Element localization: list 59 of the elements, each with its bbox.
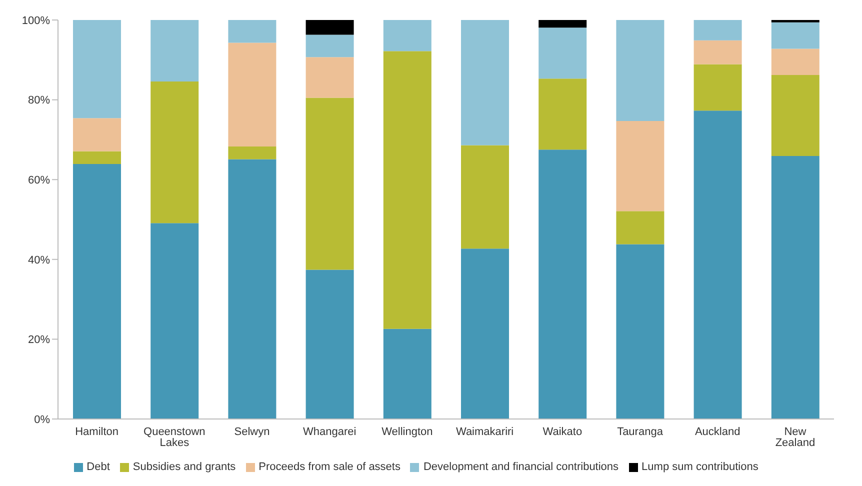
bar xyxy=(694,20,742,40)
bar xyxy=(616,20,664,121)
legend-label: Debt xyxy=(86,461,110,473)
bar xyxy=(461,248,509,419)
bar xyxy=(306,20,354,35)
x-tick-label: Waikato xyxy=(542,426,582,438)
x-tick-label: Queenstown Lakes xyxy=(144,426,206,449)
bar xyxy=(73,164,121,419)
x-tick-label: Tauranga xyxy=(617,426,664,438)
bar xyxy=(538,20,587,28)
x-tick-label: Whangarei xyxy=(303,426,356,438)
bar xyxy=(228,146,276,160)
bar xyxy=(306,270,354,419)
x-tick-label: Wellington xyxy=(382,426,433,438)
bar xyxy=(150,20,199,82)
bar xyxy=(306,57,354,98)
legend-label: Subsidies and grants xyxy=(132,461,236,473)
x-tick-label: New Zealand xyxy=(775,426,816,449)
bar xyxy=(73,20,121,118)
x-tick-label: Auckland xyxy=(694,426,740,438)
bar xyxy=(538,78,587,150)
legend-label: Development and financial contributions xyxy=(423,461,619,473)
bar xyxy=(228,159,276,419)
bar xyxy=(383,328,432,419)
bar xyxy=(461,145,509,249)
y-tick-label: 40% xyxy=(28,254,50,266)
y-tick-label: 80% xyxy=(28,94,50,107)
y-tick-label: 60% xyxy=(28,174,50,187)
bar xyxy=(228,20,276,43)
bar xyxy=(150,81,199,224)
bar xyxy=(616,244,664,419)
legend-label: Lump sum contributions xyxy=(642,461,758,473)
bar xyxy=(306,98,354,270)
bar xyxy=(73,151,121,164)
bar xyxy=(306,34,354,58)
bar xyxy=(538,28,587,79)
bar xyxy=(538,150,587,419)
y-tick-label: 0% xyxy=(34,414,50,426)
bar xyxy=(771,75,820,156)
bar xyxy=(694,40,742,64)
bar xyxy=(461,20,509,146)
bar xyxy=(694,64,742,111)
x-tick-label: Waimakariri xyxy=(456,426,514,438)
y-tick-label: 20% xyxy=(28,334,50,346)
bar xyxy=(383,20,432,52)
bar xyxy=(150,223,199,419)
x-tick-label: Selwyn xyxy=(234,426,270,438)
x-tick-label: Hamilton xyxy=(75,426,119,438)
bar xyxy=(616,211,664,244)
bar xyxy=(694,110,742,419)
bar xyxy=(73,118,121,152)
bar xyxy=(228,42,276,146)
bar xyxy=(771,22,820,49)
bar xyxy=(383,51,432,329)
bar xyxy=(616,120,664,212)
legend-label: Proceeds from sale of assets xyxy=(258,461,400,473)
bar xyxy=(771,156,820,419)
y-tick-label: 100% xyxy=(22,14,50,27)
bar xyxy=(771,48,820,76)
